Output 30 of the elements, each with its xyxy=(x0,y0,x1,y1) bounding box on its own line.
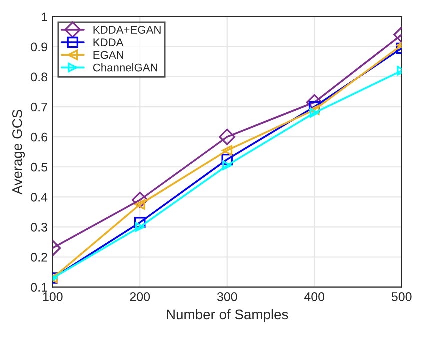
x-tick-label: 300 xyxy=(217,292,238,302)
y-tick-label: 0.8 xyxy=(31,72,48,82)
point xyxy=(222,145,233,156)
point xyxy=(134,217,146,228)
y-tick-label: 0.3 xyxy=(31,223,48,232)
legend-label: KDDA+EGAN xyxy=(94,26,161,34)
legend-label: KDDA xyxy=(94,38,124,46)
y-tick-label: 0.1 xyxy=(31,283,48,292)
point xyxy=(135,222,145,232)
x-axis-title: Number of Samples xyxy=(167,309,288,322)
point xyxy=(132,192,148,208)
y-tick-label: 0.2 xyxy=(31,253,48,262)
x-tick-label: 100 xyxy=(43,292,63,302)
y-tick-label: 1 xyxy=(42,12,48,22)
x-tick-label: 200 xyxy=(130,292,150,302)
point xyxy=(222,154,233,166)
y-axis-title: Average GCS xyxy=(12,110,26,195)
legend-label: ChannelGAN xyxy=(93,64,158,72)
y-tick-label: 0.6 xyxy=(31,132,48,142)
x-tick-label: 400 xyxy=(304,292,325,302)
y-tick-label: 0.7 xyxy=(31,102,48,112)
legend-label: EGAN xyxy=(94,51,124,60)
y-tick-label: 0.4 xyxy=(31,192,48,202)
y-tick-label: 0.9 xyxy=(31,42,48,52)
y-tick-label: 0.5 xyxy=(31,162,48,172)
point xyxy=(310,108,320,118)
point xyxy=(222,160,232,170)
point xyxy=(219,128,236,146)
point xyxy=(306,94,323,111)
x-tick-label: 500 xyxy=(392,292,412,302)
